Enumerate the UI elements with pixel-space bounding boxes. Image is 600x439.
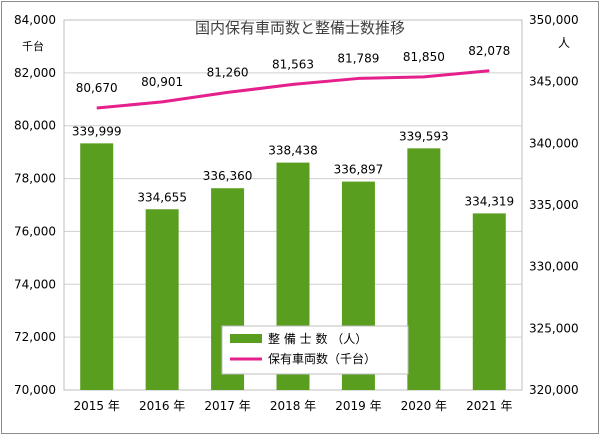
line-data-label: 81,260 xyxy=(207,65,249,79)
x-axis-ticks: 2015 年 2016 年 2017 年 2018 年 2019 年 2020 年 2021… xyxy=(74,399,513,413)
x-tick-label: 2015 年 xyxy=(74,399,120,413)
line-data-label: 80,901 xyxy=(141,75,183,89)
legend: 整 備 士 数 （人） 保有車両数（千台） xyxy=(221,325,409,375)
line-data-label: 82,078 xyxy=(468,44,510,58)
left-tick-label: 74,000 xyxy=(14,277,56,291)
bar-data-labels: 339,999 334,655 336,360 338,438 336,897 339,5… xyxy=(72,124,514,208)
left-axis-unit: 千台 xyxy=(22,39,44,53)
left-tick-label: 72,000 xyxy=(14,330,56,344)
bar xyxy=(472,213,506,390)
bar xyxy=(80,143,114,390)
x-tick-label: 2021 年 xyxy=(466,399,512,413)
bar xyxy=(145,209,179,390)
left-axis-ticks: 70,000 72,000 74,000 76,000 78,000 80,000 82,0… xyxy=(14,13,56,397)
bar-data-label: 336,897 xyxy=(334,163,384,177)
x-tick-label: 2018 年 xyxy=(270,399,316,413)
bar-data-label: 334,655 xyxy=(137,190,187,204)
bar-data-label: 339,999 xyxy=(72,124,122,138)
chart-title: 国内保有車両数と整備士数推移 xyxy=(195,19,405,37)
x-tick-label: 2017 年 xyxy=(204,399,250,413)
right-tick-label: 345,000 xyxy=(529,75,579,89)
line-data-label: 81,563 xyxy=(272,57,314,71)
right-tick-label: 325,000 xyxy=(529,321,579,335)
left-tick-label: 82,000 xyxy=(14,66,56,80)
bar-data-label: 334,319 xyxy=(464,194,514,208)
line-series xyxy=(96,69,490,110)
legend-bar-swatch xyxy=(230,334,262,343)
bar-data-label: 338,438 xyxy=(268,144,318,158)
right-axis-ticks: 320,000 325,000 330,000 335,000 340,000 345,0… xyxy=(529,13,579,397)
left-tick-label: 78,000 xyxy=(14,172,56,186)
line-data-label: 81,789 xyxy=(337,51,379,65)
line-data-label: 81,850 xyxy=(403,50,445,64)
right-tick-label: 330,000 xyxy=(529,260,579,274)
legend-bar-label: 整 備 士 数 （人） xyxy=(268,331,367,346)
right-axis-unit: 人 xyxy=(558,36,570,50)
right-tick-label: 350,000 xyxy=(529,13,579,27)
right-tick-label: 335,000 xyxy=(529,198,579,212)
left-tick-label: 80,000 xyxy=(14,119,56,133)
right-tick-label: 340,000 xyxy=(529,136,579,150)
x-tick-label: 2019 年 xyxy=(335,399,381,413)
line-data-labels: 80,670 80,901 81,260 81,563 81,789 81,850 82,0… xyxy=(76,44,511,95)
legend-line-label: 保有車両数（千台） xyxy=(268,351,376,366)
x-tick-label: 2020 年 xyxy=(401,399,447,413)
bar-data-label: 336,360 xyxy=(203,169,253,183)
line-data-label: 80,670 xyxy=(76,81,118,95)
bar xyxy=(407,148,441,390)
right-tick-label: 320,000 xyxy=(529,383,579,397)
series-line xyxy=(96,69,490,110)
left-tick-label: 84,000 xyxy=(14,13,56,27)
bar-data-label: 339,593 xyxy=(399,129,449,143)
x-tick-label: 2016 年 xyxy=(139,399,185,413)
left-tick-label: 70,000 xyxy=(14,383,56,397)
left-tick-label: 76,000 xyxy=(14,224,56,238)
